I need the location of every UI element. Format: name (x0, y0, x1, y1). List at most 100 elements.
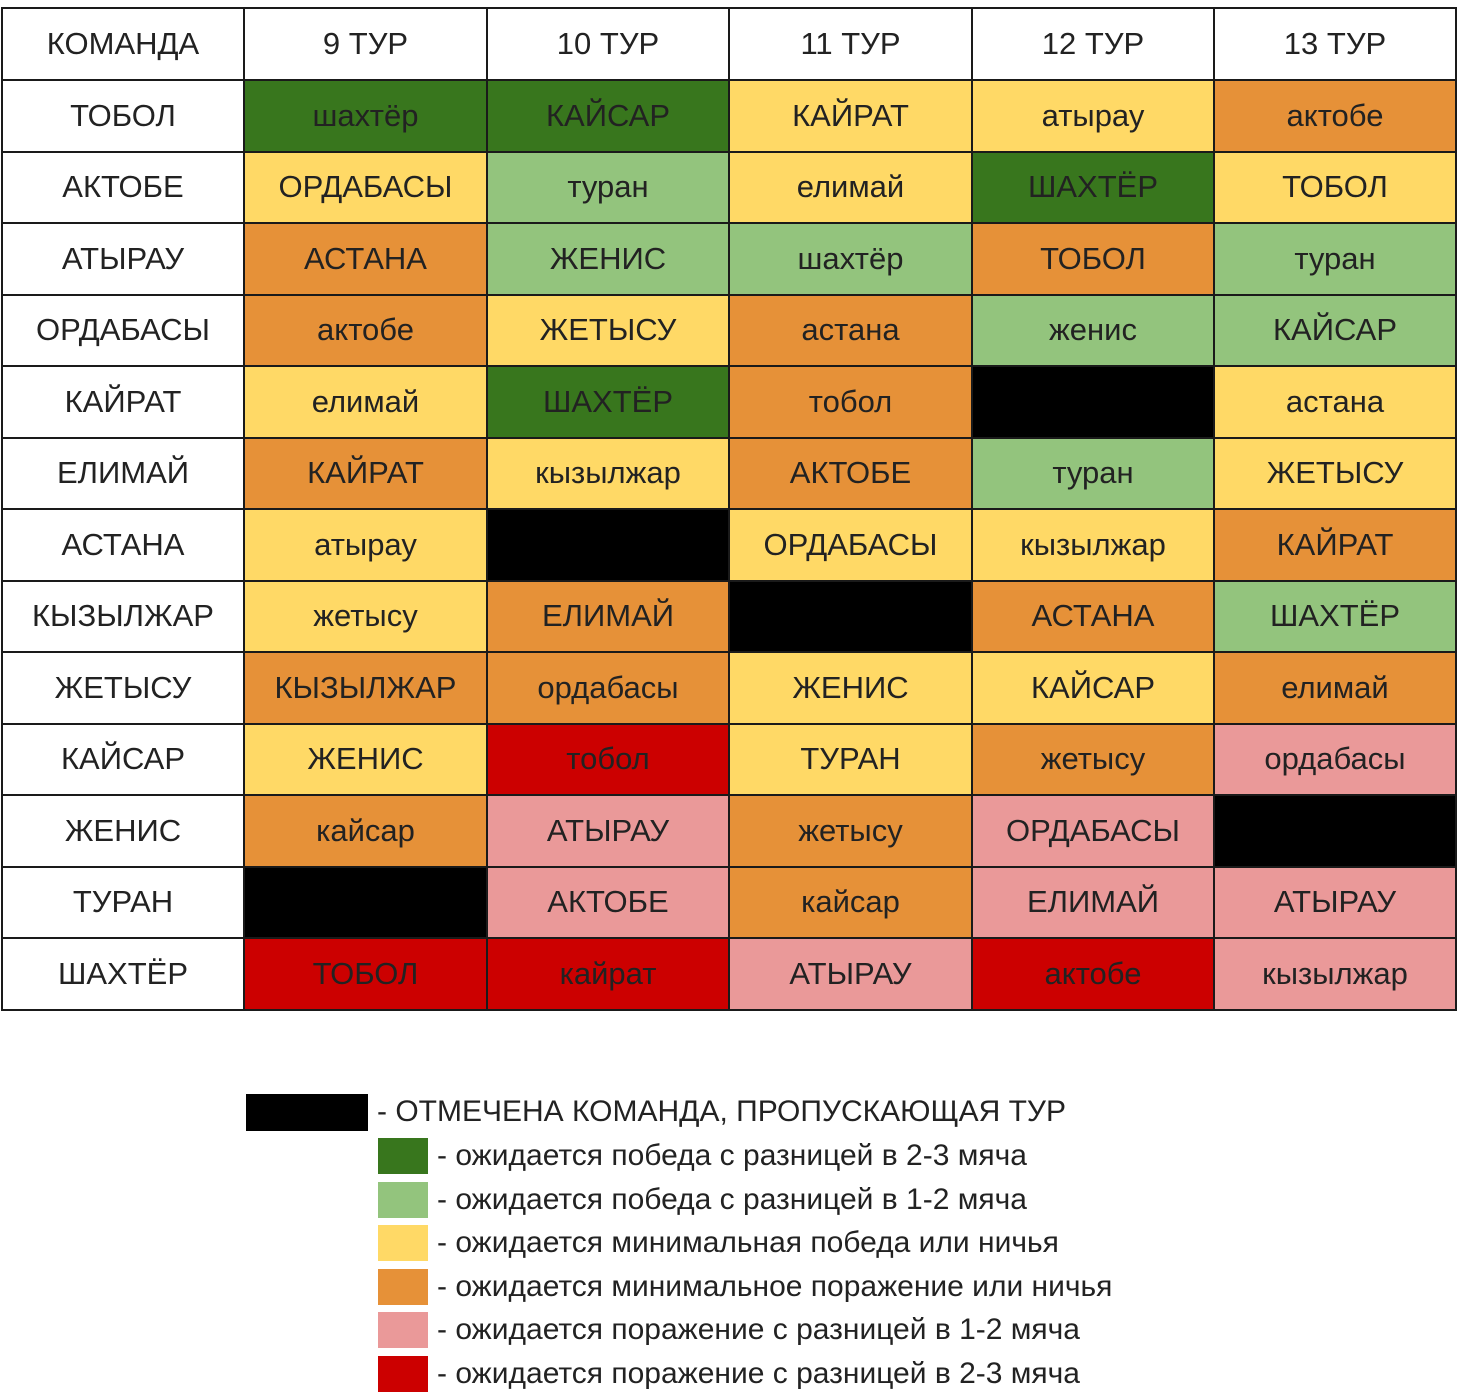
opponent-cell: жетысу (971, 722, 1215, 796)
team-name-cell: АСТАНА (1, 508, 245, 582)
opponent-cell: туран (486, 150, 730, 224)
column-header-round: 11 ТУР (728, 7, 973, 81)
opponent-cell: АКТОБЕ (728, 436, 973, 510)
table-row: КЫЗЫЛЖАР жетысу ЕЛИМАЙ АСТАНА ШАХТЁР (1, 579, 1457, 653)
opponent-cell: КАЙРАТ (243, 436, 488, 510)
opponent-cell: АТЫРАУ (1213, 865, 1457, 939)
opponent-cell: ЖЕНИС (728, 651, 973, 725)
legend-label: - ожидается победа с разницей в 2-3 мяча (437, 1139, 1027, 1172)
opponent-cell: тобол (728, 365, 973, 439)
opponent-cell: тобол (486, 722, 730, 796)
opponent-cell: КАЙРАТ (728, 79, 973, 153)
legend-label: - ожидается поражение с разницей в 2-3 м… (437, 1356, 1080, 1390)
opponent-cell: актобе (1213, 79, 1457, 153)
table-row: АКТОБЕ ОРДАБАСЫ туран елимай ШАХТЁР ТОБОЛ (1, 150, 1457, 224)
legend-label: - ожидается минимальная победа или ничья (437, 1226, 1059, 1259)
opponent-cell: КАЙРАТ (1213, 508, 1457, 582)
opponent-cell: АСТАНА (243, 222, 488, 296)
opponent-cell: елимай (1213, 651, 1457, 725)
bye-cell (1213, 794, 1457, 868)
opponent-cell: жетысу (728, 794, 973, 868)
opponent-cell: кайрат (486, 937, 730, 1011)
opponent-cell: АКТОБЕ (486, 865, 730, 939)
opponent-cell: ТОБОЛ (243, 937, 488, 1011)
legend-label: - ожидается победа с разницей в 1-2 мяча (437, 1182, 1027, 1216)
opponent-cell: кызылжар (486, 436, 730, 510)
table-row: ШАХТЁР ТОБОЛ кайрат АТЫРАУ актобе кызылжар (1, 937, 1457, 1011)
legend-swatch (378, 1312, 428, 1348)
column-header-team: КОМАНДА (1, 7, 245, 81)
opponent-cell: кайсар (243, 794, 488, 868)
legend-swatch (378, 1225, 428, 1261)
team-name-cell: КАЙРАТ (1, 365, 245, 439)
table-row: АСТАНА атырау ОРДАБАСЫ кызылжар КАЙРАТ (1, 508, 1457, 582)
opponent-cell: ШАХТЁР (1213, 579, 1457, 653)
legend-swatch (246, 1094, 368, 1131)
opponent-cell: атырау (243, 508, 488, 582)
table-row: ТОБОЛ шахтёр КАЙСАР КАЙРАТ атырау актобе (1, 79, 1457, 153)
schedule-table: КОМАНДА 9 ТУР 10 ТУР 11 ТУР 12 ТУР 13 ТУР ТОБ… (1, 7, 1457, 1011)
opponent-cell: шахтёр (728, 222, 973, 296)
team-name-cell: ТУРАН (1, 865, 245, 939)
opponent-cell: АСТАНА (971, 579, 1215, 653)
opponent-cell: КАЙСАР (486, 79, 730, 153)
opponent-cell: ШАХТЁР (486, 365, 730, 439)
opponent-cell: ТОБОЛ (1213, 150, 1457, 224)
opponent-cell: ордабасы (486, 651, 730, 725)
opponent-cell: туран (1213, 222, 1457, 296)
team-name-cell: ЕЛИМАЙ (1, 436, 245, 510)
opponent-cell: актобе (243, 293, 488, 367)
table-row: ТУРАН АКТОБЕ кайсар ЕЛИМАЙ АТЫРАУ (1, 865, 1457, 939)
opponent-cell: кызылжар (1213, 937, 1457, 1011)
opponent-cell: ОРДАБАСЫ (971, 794, 1215, 868)
column-header-round: 12 ТУР (971, 7, 1215, 81)
column-header-round: 13 ТУР (1213, 7, 1457, 81)
schedule-body: ТОБОЛ шахтёр КАЙСАР КАЙРАТ атырау актобе АКТОБ… (1, 79, 1457, 1011)
opponent-cell: КАЙСАР (1213, 293, 1457, 367)
table-row: ЖЕНИС кайсар АТЫРАУ жетысу ОРДАБАСЫ (1, 794, 1457, 868)
opponent-cell: ТОБОЛ (971, 222, 1215, 296)
opponent-cell: жетысу (243, 579, 488, 653)
opponent-cell: АТЫРАУ (486, 794, 730, 868)
legend-label: - ОТМЕЧЕНА КОМАНДА, ПРОПУСКАЮЩАЯ ТУР (377, 1095, 1066, 1128)
opponent-cell: ОРДАБАСЫ (728, 508, 973, 582)
opponent-cell: АТЫРАУ (728, 937, 973, 1011)
opponent-cell: ЕЛИМАЙ (486, 579, 730, 653)
table-row: ЕЛИМАЙ КАЙРАТ кызылжар АКТОБЕ туран ЖЕТЫСУ (1, 436, 1457, 510)
column-header-round: 10 ТУР (486, 7, 730, 81)
team-name-cell: ЖЕНИС (1, 794, 245, 868)
opponent-cell: елимай (728, 150, 973, 224)
bye-cell (486, 508, 730, 582)
opponent-cell: ШАХТЁР (971, 150, 1215, 224)
opponent-cell: актобе (971, 937, 1215, 1011)
opponent-cell: кайсар (728, 865, 973, 939)
opponent-cell: шахтёр (243, 79, 488, 153)
opponent-cell: ЖЕНИС (486, 222, 730, 296)
opponent-cell: КЫЗЫЛЖАР (243, 651, 488, 725)
legend-swatch (378, 1181, 428, 1218)
opponent-cell: ЖЕТЫСУ (1213, 436, 1457, 510)
team-name-cell: КЫЗЫЛЖАР (1, 579, 245, 653)
team-name-cell: ОРДАБАСЫ (1, 293, 245, 367)
opponent-cell: ОРДАБАСЫ (243, 150, 488, 224)
opponent-cell: женис (971, 293, 1215, 367)
opponent-cell: елимай (243, 365, 488, 439)
team-name-cell: ТОБОЛ (1, 79, 245, 153)
legend-swatch (378, 1355, 428, 1392)
legend-swatch (378, 1268, 428, 1305)
bye-cell (728, 579, 973, 653)
team-name-cell: АКТОБЕ (1, 150, 245, 224)
table-row: КАЙСАР ЖЕНИС тобол ТУРАН жетысу ордабасы (1, 722, 1457, 796)
legend-swatch (378, 1138, 428, 1174)
opponent-cell: атырау (971, 79, 1215, 153)
legend-label: - ожидается минимальное поражение или ни… (437, 1269, 1113, 1303)
opponent-cell: ЖЕНИС (243, 722, 488, 796)
table-row: ОРДАБАСЫ актобе ЖЕТЫСУ астана женис КАЙСАР (1, 293, 1457, 367)
opponent-cell: кызылжар (971, 508, 1215, 582)
opponent-cell: туран (971, 436, 1215, 510)
opponent-cell: ЖЕТЫСУ (486, 293, 730, 367)
opponent-cell: астана (728, 293, 973, 367)
team-name-cell: КАЙСАР (1, 722, 245, 796)
bye-cell (971, 365, 1215, 439)
bye-cell (243, 865, 488, 939)
